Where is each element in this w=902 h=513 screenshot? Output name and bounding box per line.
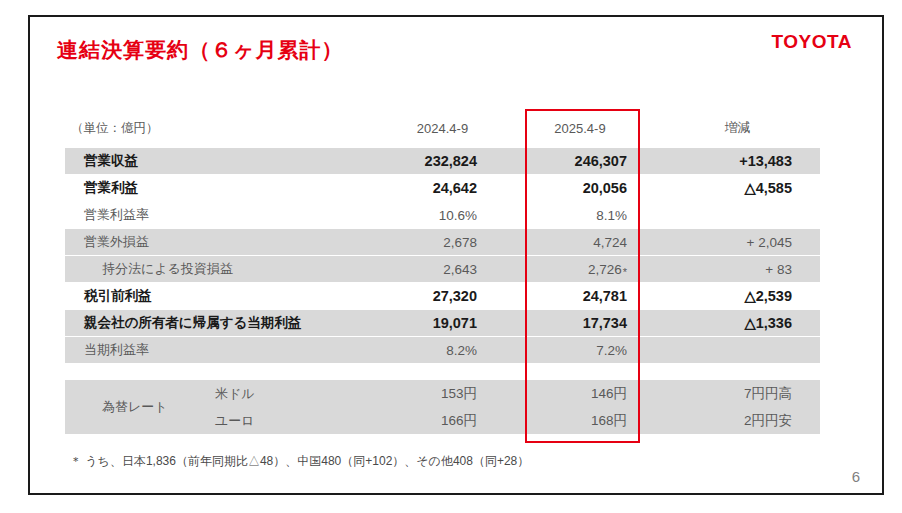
value-2025: 2,726* bbox=[505, 262, 655, 277]
table-row-net-income: 親会社の所有者に帰属する当期利益 19,071 17,734 △1,336 bbox=[65, 310, 820, 336]
page-number: 6 bbox=[852, 468, 860, 485]
row-label: 親会社の所有者に帰属する当期利益 bbox=[65, 314, 380, 332]
value-2025-text: 17,734 bbox=[583, 315, 627, 331]
value-2025-text: 246,307 bbox=[575, 153, 627, 169]
table-row-pretax-income: 税引前利益 27,320 24,781 △2,539 bbox=[65, 283, 820, 309]
fx-value-change: 7円円高 bbox=[655, 385, 820, 403]
table-row-net-margin: 当期利益率 8.2% 7.2% bbox=[65, 337, 820, 363]
column-header-2025: 2025.4-9 bbox=[505, 121, 655, 136]
value-2025: 4,724 bbox=[505, 235, 655, 250]
value-change: +13,483 bbox=[655, 153, 820, 169]
exchange-rate-block: 為替レート 米ドル 153円 146円 7円円高 ユーロ 166円 168円 2… bbox=[65, 380, 820, 434]
row-label: 税引前利益 bbox=[65, 287, 380, 305]
value-2025-text: 20,056 bbox=[583, 180, 627, 196]
value-2024: 2,678 bbox=[380, 235, 505, 250]
row-label: 持分法による投資損益 bbox=[65, 260, 380, 278]
value-2024: 8.2% bbox=[380, 343, 505, 358]
value-2025: 8.1% bbox=[505, 208, 655, 223]
row-label: 営業収益 bbox=[65, 152, 380, 170]
value-2024: 232,824 bbox=[380, 153, 505, 169]
row-label: 営業利益 bbox=[65, 179, 380, 197]
column-header-2024: 2024.4-9 bbox=[380, 121, 505, 136]
value-2024: 24,642 bbox=[380, 180, 505, 196]
value-2025: 17,734 bbox=[505, 315, 655, 331]
fx-value-2025: 146円 bbox=[505, 385, 655, 403]
value-2024: 19,071 bbox=[380, 315, 505, 331]
value-2025-text: 4,724 bbox=[593, 235, 627, 250]
value-2025-text: 24,781 bbox=[583, 288, 627, 304]
toyota-logo: TOYOTA bbox=[772, 31, 852, 53]
exchange-rate-group-label: 為替レート bbox=[102, 398, 168, 416]
value-2025: 7.2% bbox=[505, 343, 655, 358]
table-header-row: （単位：億円） 2024.4-9 2025.4-9 増減 bbox=[65, 112, 820, 144]
footnote-asterisk-marker: * bbox=[622, 266, 627, 278]
row-label: 営業外損益 bbox=[65, 233, 380, 251]
value-change: + 2,045 bbox=[655, 235, 820, 250]
value-2025: 246,307 bbox=[505, 153, 655, 169]
table-row-equity-method: 持分法による投資損益 2,643 2,726* + 83 bbox=[65, 256, 820, 282]
fx-value-2024: 153円 bbox=[380, 385, 505, 403]
slide-title: 連結決算要約（６ヶ月累計） bbox=[57, 36, 344, 64]
slide-container: 連結決算要約（６ヶ月累計） TOYOTA （単位：億円） 2024.4-9 20… bbox=[28, 15, 884, 495]
table-row-operating-income: 営業利益 24,642 20,056 △4,585 bbox=[65, 175, 820, 201]
value-2024: 27,320 bbox=[380, 288, 505, 304]
value-2024: 10.6% bbox=[380, 208, 505, 223]
value-change: △4,585 bbox=[655, 180, 820, 196]
footnote: ＊ うち、日本1,836（前年同期比△48）、中国480（同+102）、その他4… bbox=[70, 453, 529, 470]
row-label: 当期利益率 bbox=[65, 341, 380, 359]
value-change: △1,336 bbox=[655, 315, 820, 331]
unit-label: （単位：億円） bbox=[65, 120, 380, 137]
value-2025: 20,056 bbox=[505, 180, 655, 196]
value-2025-text: 8.1% bbox=[596, 208, 627, 223]
row-label: 営業利益率 bbox=[65, 206, 380, 224]
value-change: + 83 bbox=[655, 262, 820, 277]
value-2025: 24,781 bbox=[505, 288, 655, 304]
value-change: △2,539 bbox=[655, 288, 820, 304]
fx-value-2024: 166円 bbox=[380, 412, 505, 430]
financial-table: 営業収益 232,824 246,307 +13,483 営業利益 24,642… bbox=[65, 148, 820, 364]
value-2025-text: 2,726 bbox=[588, 262, 622, 277]
table-row-revenue: 営業収益 232,824 246,307 +13,483 bbox=[65, 148, 820, 174]
fx-value-2025: 168円 bbox=[505, 412, 655, 430]
value-2024: 2,643 bbox=[380, 262, 505, 277]
column-header-change: 増減 bbox=[655, 119, 820, 137]
value-2025-text: 7.2% bbox=[596, 343, 627, 358]
fx-row-eur: ユーロ 166円 168円 2円円安 bbox=[65, 407, 820, 434]
table-row-operating-margin: 営業利益率 10.6% 8.1% bbox=[65, 202, 820, 228]
table-row-non-operating: 営業外損益 2,678 4,724 + 2,045 bbox=[65, 229, 820, 255]
fx-row-usd: 米ドル 153円 146円 7円円高 bbox=[65, 380, 820, 407]
fx-value-change: 2円円安 bbox=[655, 412, 820, 430]
